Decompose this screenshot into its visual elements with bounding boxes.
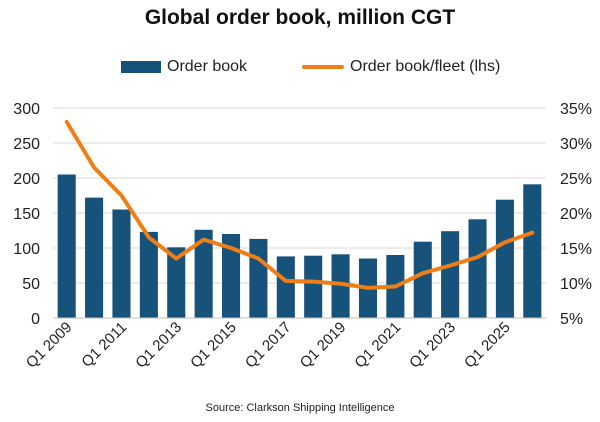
y-left-tick-label: 50	[22, 276, 40, 293]
x-tick-label: Q1 2013	[132, 319, 185, 372]
bar-order-book	[85, 197, 104, 318]
y-left-tick-label: 200	[13, 171, 40, 188]
bar-order-book	[331, 254, 350, 318]
x-tick-label: Q1 2025	[461, 319, 514, 372]
y-left-tick-label: 100	[13, 241, 40, 258]
legend-label-order-book: Order book	[167, 58, 248, 75]
y-right-tick-label: 15%	[560, 241, 592, 258]
legend: Order book Order book/fleet (lhs)	[0, 55, 600, 79]
bar-order-book	[249, 238, 268, 318]
legend-item-order-book: Order book	[121, 55, 247, 79]
y-left-tick-label: 0	[31, 311, 40, 328]
bar-order-book	[304, 255, 323, 318]
y-right-tick-label: 35%	[560, 101, 592, 118]
y-right-tick-label: 20%	[560, 206, 592, 223]
bar-order-book	[441, 231, 460, 318]
x-tick-label: Q1 2021	[351, 319, 404, 372]
x-tick-label: Q1 2011	[78, 319, 130, 371]
bar-order-book	[139, 231, 158, 318]
bar-order-book	[468, 219, 487, 318]
bar-order-book	[167, 247, 186, 318]
legend-swatch-order-book	[121, 61, 161, 73]
y-left-tick-label: 250	[13, 136, 40, 153]
chart-title: Global order book, million CGT	[144, 6, 456, 29]
bar-order-book	[276, 256, 295, 318]
bar-order-book	[112, 209, 131, 318]
y-right-tick-label: 10%	[560, 276, 592, 293]
y-left-tick-label: 150	[13, 206, 40, 223]
bar-order-book	[57, 174, 76, 318]
x-tick-label: Q1 2019	[297, 319, 350, 372]
legend-swatch-order-book-fleet	[302, 65, 344, 69]
y-right-tick-label: 5%	[560, 311, 583, 328]
y-right-tick-label: 25%	[560, 171, 592, 188]
x-tick-label: Q1 2017	[242, 319, 295, 372]
bar-order-book	[523, 184, 542, 318]
bar-order-book	[495, 199, 514, 318]
y-right-tick-label: 30%	[560, 136, 592, 153]
x-tick-label: Q1 2023	[406, 319, 459, 372]
bar-order-book	[413, 241, 432, 318]
y-left-tick-label: 300	[13, 101, 40, 118]
legend-item-order-book-fleet: Order book/fleet (lhs)	[302, 55, 500, 79]
legend-label-order-book-fleet: Order book/fleet (lhs)	[350, 58, 501, 75]
source-note: Source: Clarkson Shipping Intelligence	[205, 402, 395, 414]
x-tick-label: Q1 2015	[187, 319, 240, 372]
bar-order-book	[221, 234, 241, 318]
bar-order-book	[194, 229, 213, 318]
line-order-book-fleet	[64, 120, 535, 290]
